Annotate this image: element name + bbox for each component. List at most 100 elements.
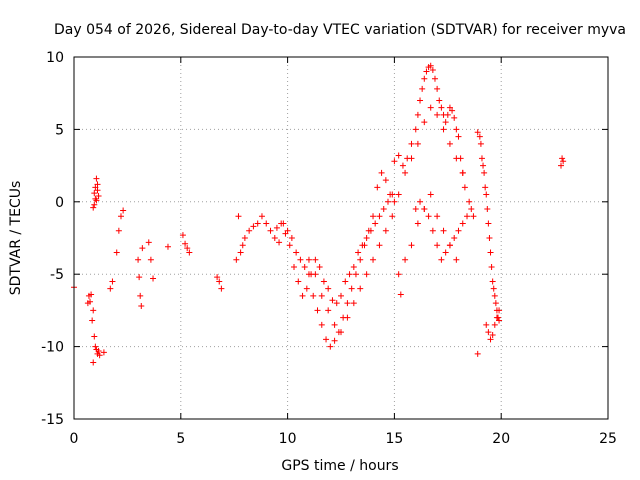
data-point — [338, 329, 344, 336]
data-point — [421, 75, 428, 82]
data-point — [434, 242, 441, 249]
data-point — [496, 307, 503, 314]
data-points — [71, 62, 567, 366]
y-tick-label: -15 — [41, 412, 64, 428]
data-point — [327, 343, 334, 350]
data-point — [440, 227, 447, 234]
data-point — [427, 104, 434, 111]
data-point — [414, 111, 421, 118]
data-point — [395, 271, 402, 278]
data-point — [273, 224, 280, 231]
data-point — [442, 119, 449, 126]
data-point — [218, 285, 225, 292]
data-point — [468, 206, 475, 213]
data-point — [440, 126, 447, 133]
data-point — [350, 263, 357, 270]
data-point — [427, 191, 434, 198]
data-point — [436, 97, 443, 104]
data-point — [402, 256, 409, 263]
data-point — [120, 207, 127, 214]
data-point — [412, 206, 419, 213]
data-point — [427, 62, 434, 69]
data-point — [91, 333, 98, 340]
data-point — [297, 256, 304, 263]
data-point — [135, 256, 142, 263]
data-point — [421, 119, 428, 126]
data-point — [399, 162, 406, 169]
data-point — [483, 191, 490, 198]
data-point — [446, 140, 453, 147]
data-point — [113, 249, 120, 256]
data-point — [312, 256, 319, 263]
data-point — [310, 292, 317, 299]
data-point — [186, 249, 193, 256]
data-point — [164, 243, 171, 250]
data-point — [276, 239, 283, 246]
data-point — [346, 271, 353, 278]
data-point — [93, 197, 100, 204]
data-point — [87, 298, 94, 305]
data-point — [488, 263, 495, 270]
data-point — [482, 184, 489, 191]
data-point — [184, 245, 191, 252]
data-point — [459, 220, 466, 227]
data-point — [457, 155, 464, 162]
data-point — [417, 198, 424, 205]
data-point — [250, 223, 257, 230]
data-point — [414, 140, 421, 147]
y-tick-labels: -15 -10 -5 0 5 10 — [41, 50, 64, 428]
data-point — [137, 292, 144, 299]
data-point — [139, 245, 146, 252]
data-point — [89, 317, 96, 324]
data-point — [316, 263, 323, 270]
data-point — [559, 155, 566, 162]
data-point — [464, 213, 471, 220]
data-point — [237, 249, 244, 256]
data-point — [282, 230, 289, 237]
x-tick-label: 10 — [279, 431, 297, 447]
data-point — [90, 204, 97, 211]
data-point — [417, 97, 424, 104]
data-point — [378, 169, 385, 176]
data-point — [147, 256, 154, 263]
data-point — [493, 314, 500, 321]
data-point — [451, 235, 458, 241]
data-point — [239, 242, 246, 249]
data-point — [95, 347, 102, 354]
data-point — [233, 256, 240, 263]
data-point — [395, 191, 402, 198]
data-point — [94, 187, 101, 194]
data-point — [318, 321, 325, 328]
data-point — [486, 235, 493, 241]
data-point — [350, 300, 357, 307]
data-point — [258, 213, 265, 220]
data-point — [331, 337, 338, 344]
chart-title: Day 054 of 2026, Sidereal Day-to-day VTE… — [54, 22, 626, 38]
data-point — [359, 242, 366, 249]
data-point — [323, 336, 330, 343]
data-point — [286, 242, 293, 249]
data-point — [455, 227, 462, 234]
data-point — [560, 158, 567, 165]
data-point — [431, 75, 438, 82]
data-point — [246, 227, 253, 234]
data-point — [92, 195, 99, 202]
data-point — [320, 278, 327, 285]
data-point — [491, 292, 498, 299]
data-point — [303, 285, 310, 292]
data-point — [314, 307, 321, 314]
data-point — [254, 220, 261, 227]
y-tick-label: -5 — [50, 267, 64, 283]
y-tick-label: 10 — [46, 50, 64, 66]
data-point — [363, 271, 370, 278]
data-point — [267, 227, 274, 234]
x-axis-label: GPS time / hours — [281, 458, 398, 474]
data-point — [95, 193, 102, 200]
data-point — [429, 227, 436, 234]
data-point — [344, 300, 351, 307]
data-point — [391, 198, 398, 205]
data-point — [459, 169, 466, 176]
x-tick-label: 20 — [492, 431, 510, 447]
data-point — [348, 285, 355, 292]
data-point — [312, 271, 319, 278]
